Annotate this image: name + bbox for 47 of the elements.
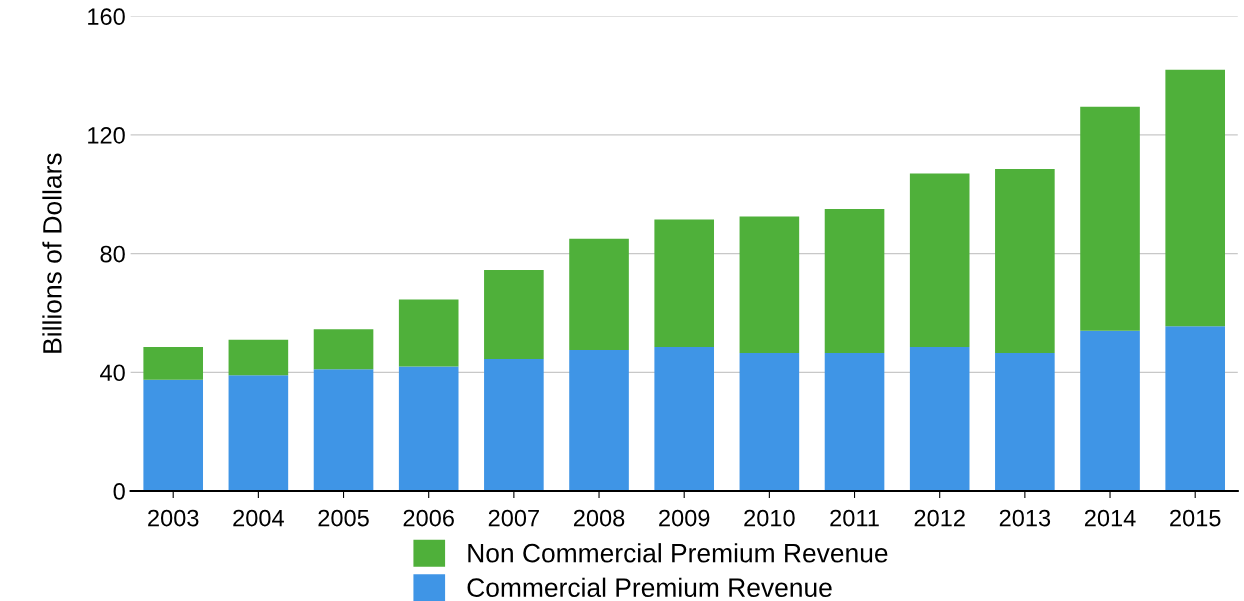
x-tick-label: 2003: [148, 509, 199, 527]
x-tick-label: 2010: [744, 509, 795, 527]
bar: [995, 169, 1055, 354]
bar: [909, 347, 970, 492]
y-tick-label: 160: [88, 8, 125, 26]
bar: [398, 299, 459, 367]
x-tick-label: 2011: [830, 509, 879, 527]
y-tick-label: 0: [113, 483, 125, 500]
bar: [995, 353, 1055, 492]
x-tick-label: 2004: [233, 509, 284, 527]
x-tick-label: 2006: [403, 509, 454, 527]
bar: [1165, 69, 1226, 327]
bar: [739, 216, 800, 354]
bar: [313, 369, 374, 492]
bar: [1165, 326, 1226, 492]
bar: [313, 329, 374, 370]
bar: [228, 375, 289, 492]
x-tick-label: 2009: [659, 509, 710, 527]
bar: [739, 353, 800, 492]
x-tick-label: 2014: [1084, 509, 1136, 527]
bar: [228, 339, 289, 376]
bar: [909, 173, 970, 348]
y-tick-label: 40: [100, 364, 125, 382]
x-tick-label: 2007: [488, 509, 539, 527]
x-tick-label: 2013: [999, 509, 1051, 527]
legend-label: Commercial Premium Revenue: [467, 577, 832, 598]
x-tick-label: 2015: [1170, 509, 1221, 527]
x-tick-label: 2012: [914, 509, 965, 527]
bar: [569, 238, 629, 351]
y-tick-label: 120: [88, 126, 125, 144]
bar: [1080, 106, 1140, 331]
bar: [654, 219, 715, 348]
bar: [654, 347, 715, 492]
bar: [484, 358, 544, 492]
y-axis-title: Billions of Dollars: [42, 153, 62, 353]
bar: [143, 347, 204, 380]
legend-label: Non Commercial Premium Revenue: [468, 543, 888, 563]
y-tick-label: 80: [100, 245, 125, 263]
bar: [824, 209, 885, 354]
bar: [143, 379, 204, 492]
x-tick-label: 2005: [318, 509, 369, 527]
bar: [1080, 330, 1140, 492]
bar: [569, 350, 629, 492]
x-tick-label: 2008: [573, 509, 625, 527]
bar: [484, 269, 544, 359]
bar: [398, 366, 459, 492]
bar: [824, 353, 885, 492]
